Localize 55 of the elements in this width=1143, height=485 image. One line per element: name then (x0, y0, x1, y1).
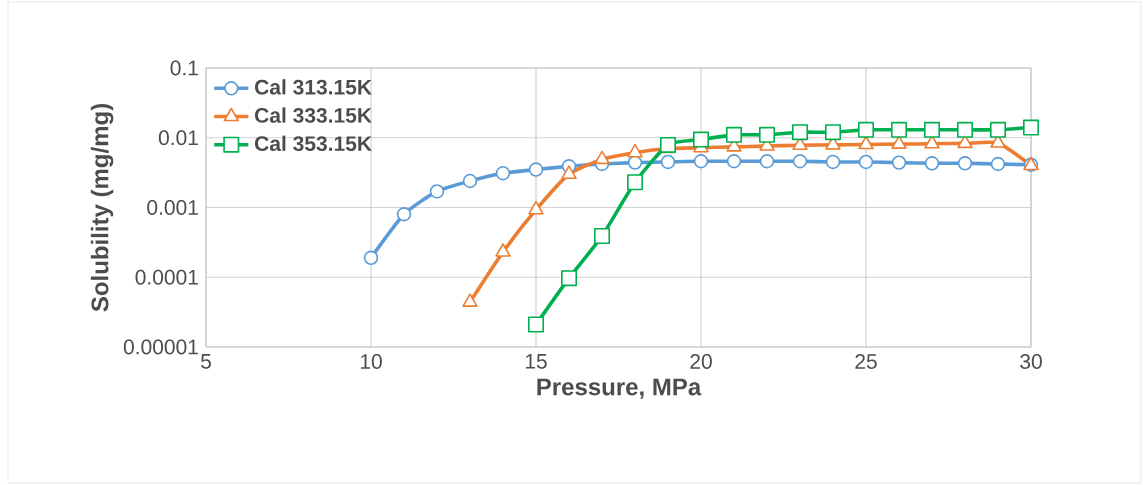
point (891, 121, 908, 138)
point (726, 126, 743, 143)
point (594, 150, 610, 165)
point (528, 200, 544, 215)
point (825, 124, 842, 141)
point (990, 121, 1007, 138)
point (561, 270, 577, 287)
y-tick-label: 0.001 (147, 200, 198, 215)
x-tick-label: 20 (690, 354, 712, 369)
point (891, 135, 907, 149)
x-axis-title: Pressure, MPa (537, 378, 702, 399)
x-tick-label: 5 (201, 354, 211, 369)
x-tick-label: 15 (525, 354, 547, 369)
point (759, 154, 775, 169)
point (363, 250, 379, 265)
point (693, 154, 709, 169)
point (462, 173, 478, 189)
y-tick-label: 0.01 (158, 130, 198, 146)
point (693, 131, 709, 148)
y-tick-label: 0.00001 (123, 339, 198, 355)
point (858, 135, 874, 150)
legend-label: Cal 353.15K (255, 135, 372, 152)
x-tick-label: 10 (360, 354, 382, 369)
point (891, 155, 907, 170)
point (990, 156, 1006, 172)
legend-label: Cal 313.15K (255, 79, 372, 95)
legend-label: Cal 333.15K (255, 107, 372, 123)
point (1023, 119, 1039, 136)
point (858, 154, 874, 170)
point (792, 154, 808, 169)
point (924, 156, 940, 171)
x-tick-label: 30 (1020, 354, 1042, 369)
point (495, 243, 511, 257)
point (627, 143, 643, 158)
point (561, 165, 577, 180)
point (792, 124, 808, 141)
y-tick-label: 0.1 (170, 60, 198, 76)
point (858, 121, 875, 138)
point (528, 162, 544, 177)
point (429, 184, 445, 199)
point (495, 166, 511, 181)
x-tick-label: 25 (855, 354, 877, 369)
point (396, 207, 412, 222)
point (660, 154, 676, 170)
point (528, 316, 545, 333)
point (924, 121, 940, 138)
point (957, 156, 973, 171)
point (726, 154, 742, 169)
point (759, 126, 776, 143)
point (627, 174, 644, 191)
y-axis-title: Solubility (mg/mg) (90, 104, 114, 312)
point (594, 228, 611, 245)
point (825, 154, 841, 170)
y-tick-label: 0.0001 (135, 269, 198, 285)
point (957, 121, 974, 138)
